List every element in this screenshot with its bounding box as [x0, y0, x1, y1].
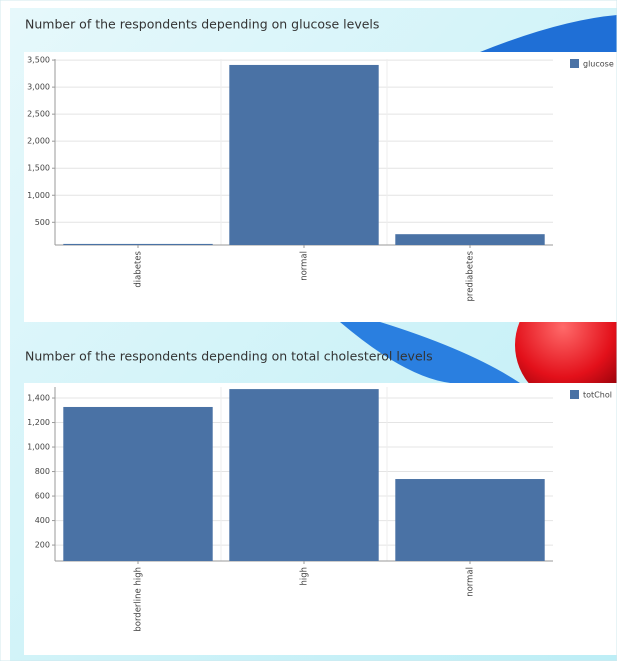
y-tick-label: 1,000	[27, 443, 50, 452]
x-tick-label: normal	[300, 251, 310, 281]
y-tick-label: 1,500	[27, 164, 50, 173]
y-tick-label: 1,200	[27, 418, 50, 427]
legend-label: totChol	[583, 391, 612, 400]
decoration	[480, 15, 617, 52]
legend-swatch	[570, 390, 579, 399]
y-tick-label: 1,000	[27, 191, 50, 200]
x-tick-label: borderline high	[134, 567, 144, 632]
y-tick-label: 500	[35, 218, 50, 227]
y-tick-label: 200	[35, 541, 50, 550]
legend-swatch	[570, 59, 579, 68]
bar	[395, 234, 545, 245]
y-tick-label: 800	[35, 467, 50, 476]
decoration	[340, 322, 520, 384]
bar	[63, 243, 213, 245]
x-tick-label: normal	[466, 567, 476, 597]
y-tick-label: 400	[35, 516, 50, 525]
legend-label: glucose	[583, 60, 614, 69]
chart-title: Number of the respondents depending on t…	[25, 349, 433, 364]
x-tick-label: high	[300, 567, 310, 586]
bar	[63, 406, 213, 561]
chart-title: Number of the respondents depending on g…	[25, 17, 379, 32]
y-tick-label: 3,000	[27, 83, 50, 92]
bar	[395, 479, 545, 561]
y-tick-label: 2,000	[27, 137, 50, 146]
bar	[229, 64, 379, 245]
y-tick-label: 600	[35, 492, 50, 501]
y-tick-label: 3,500	[27, 56, 50, 65]
bar	[229, 389, 379, 561]
x-tick-label: prediabetes	[466, 250, 476, 301]
y-tick-label: 2,500	[27, 110, 50, 119]
y-tick-label: 1,400	[27, 394, 50, 403]
x-tick-label: diabetes	[134, 250, 144, 287]
